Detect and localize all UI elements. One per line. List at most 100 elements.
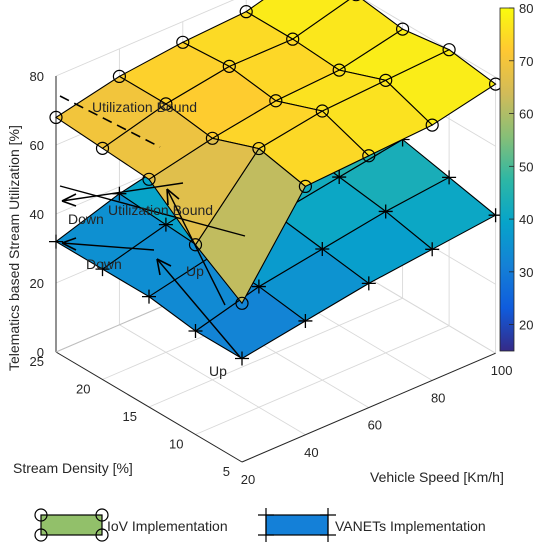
y-axis-label: Stream Density [%] bbox=[13, 460, 133, 476]
data-point-marker bbox=[425, 242, 440, 257]
data-point-marker bbox=[396, 22, 410, 36]
y-tick-label: 15 bbox=[123, 409, 137, 424]
data-point-marker bbox=[176, 35, 190, 49]
utilization-bound-solid-line bbox=[59, 185, 246, 237]
legend-marker-iov-1 bbox=[34, 508, 48, 522]
data-point-marker bbox=[188, 324, 203, 338]
data-point-marker bbox=[251, 279, 266, 294]
z-axis-label: Telematics based Stream Utilization [%] bbox=[6, 125, 22, 371]
down-arrow-upper-head bbox=[61, 193, 77, 207]
z-tick-label: 20 bbox=[30, 276, 44, 291]
x-tick-label: 80 bbox=[431, 390, 445, 405]
grid-line bbox=[55, 0, 235, 77]
data-point-marker bbox=[205, 131, 219, 145]
data-point-marker bbox=[269, 94, 283, 108]
legend-marker-iov-4 bbox=[95, 528, 109, 542]
legend-label-vanets: VANETs Implementation bbox=[335, 518, 486, 534]
x-tick-label: 100 bbox=[491, 363, 513, 378]
legend-marker-iov-3 bbox=[34, 528, 48, 542]
colorbar-tick-label: 40 bbox=[519, 212, 533, 227]
data-point-marker bbox=[222, 59, 236, 73]
axis-line bbox=[55, 351, 243, 463]
up-label-lower: Up bbox=[209, 363, 227, 379]
data-point-marker bbox=[235, 296, 249, 310]
data-point-marker bbox=[49, 234, 63, 249]
legend-marker-vanets bbox=[258, 508, 336, 542]
data-point-marker bbox=[425, 118, 439, 132]
data-point-marker bbox=[442, 43, 456, 57]
down-arrow-upper-shaft bbox=[61, 182, 184, 202]
data-point-marker bbox=[315, 242, 330, 256]
grid-line bbox=[195, 325, 450, 435]
x-axis-label: Vehicle Speed [Km/h] bbox=[370, 469, 504, 485]
axis-ticks: 0 20 40 60 80 5 10 15 20 25 20 40 60 80 100 bbox=[30, 69, 513, 487]
data-point-marker bbox=[159, 97, 173, 111]
data-point-marker bbox=[112, 69, 127, 84]
legend-swatch-iov bbox=[40, 514, 103, 536]
data-point-marker bbox=[95, 141, 110, 155]
data-point-marker bbox=[315, 104, 329, 118]
grid-line bbox=[364, 0, 496, 78]
axis-line bbox=[241, 352, 496, 463]
surface-layer bbox=[49, 0, 503, 366]
up-arrow-upper-head bbox=[166, 188, 180, 206]
up-arrow-lower-shaft bbox=[156, 258, 241, 358]
up-label-upper: Up bbox=[186, 263, 204, 279]
data-point-marker bbox=[142, 172, 156, 186]
legend: IoV Implementation VANETs Implementation bbox=[34, 508, 486, 542]
data-point-marker bbox=[352, 0, 361, 2]
data-point-marker bbox=[188, 238, 203, 252]
colorbar-tick-label: 70 bbox=[519, 54, 533, 69]
up-arrow-lower-head bbox=[156, 258, 172, 276]
colorbar: 20 30 40 50 60 70 80 bbox=[499, 1, 533, 352]
data-point-marker bbox=[239, 5, 253, 19]
y-tick-label: 10 bbox=[169, 437, 183, 452]
grid-line bbox=[148, 297, 403, 408]
data-point-marker bbox=[442, 170, 457, 185]
y-tick-label: 5 bbox=[223, 464, 230, 479]
colorbar-ticks: 20 30 40 50 60 70 80 bbox=[509, 1, 533, 333]
data-point-marker bbox=[95, 262, 110, 277]
data-point-marker bbox=[378, 204, 393, 219]
data-point-marker bbox=[332, 63, 346, 77]
data-point-marker bbox=[49, 110, 63, 125]
x-tick-label: 20 bbox=[241, 472, 255, 487]
down-label-upper: Down bbox=[68, 211, 104, 227]
down-label-lower: Down bbox=[86, 256, 122, 272]
data-point-marker bbox=[158, 217, 173, 232]
z-tick-label: 80 bbox=[30, 69, 44, 84]
data-point-marker bbox=[298, 313, 313, 328]
utilization-bound-dashed-line bbox=[59, 95, 161, 148]
colorbar-tick-label: 60 bbox=[519, 107, 533, 122]
z-tick-label: 60 bbox=[30, 138, 44, 153]
colorbar-tick-label: 20 bbox=[519, 318, 533, 333]
data-point-marker bbox=[142, 289, 156, 304]
legend-label-iov: IoV Implementation bbox=[107, 518, 228, 534]
z-tick-label: 40 bbox=[30, 207, 44, 222]
y-tick-label: 25 bbox=[30, 354, 44, 369]
data-point-marker bbox=[298, 179, 312, 193]
data-point-marker bbox=[235, 351, 249, 366]
data-point-marker bbox=[362, 149, 376, 163]
data-point-marker bbox=[286, 32, 300, 46]
utilization-bound-label-top: Utilization Bound bbox=[92, 99, 197, 115]
legend-swatch-vanets bbox=[265, 514, 329, 536]
down-arrow-lower-shaft bbox=[61, 242, 155, 251]
y-tick-label: 20 bbox=[76, 382, 90, 397]
legend-marker-iov-2 bbox=[95, 508, 109, 522]
utilization-bound-label-mid: Utilization Bound bbox=[108, 202, 213, 218]
surface-patch bbox=[54, 75, 167, 149]
colorbar-tick-label: 50 bbox=[519, 159, 533, 174]
z-tick-label: 0 bbox=[37, 345, 44, 360]
x-tick-label: 40 bbox=[304, 445, 318, 460]
annotation-layer: Utilization Bound Utilization Bound Down… bbox=[59, 95, 246, 379]
colorbar-tick-label: 30 bbox=[519, 265, 533, 280]
data-point-marker bbox=[332, 170, 347, 185]
colorbar-tick-label: 80 bbox=[519, 1, 533, 16]
data-point-marker bbox=[252, 141, 266, 156]
data-point-marker bbox=[379, 73, 393, 87]
up-arrow-upper-shaft bbox=[166, 188, 226, 306]
down-arrow-lower-head bbox=[61, 237, 77, 251]
data-point-marker bbox=[361, 276, 376, 291]
